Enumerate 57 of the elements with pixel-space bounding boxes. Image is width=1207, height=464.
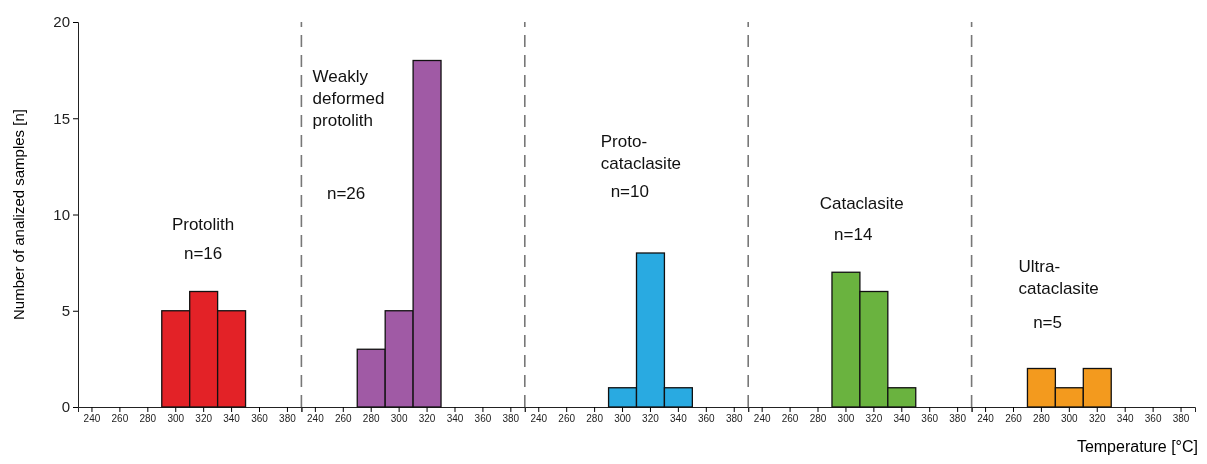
x-tick-label: 240 <box>753 413 771 425</box>
x-tick-label: 280 <box>362 413 380 425</box>
x-tick-label: 340 <box>670 413 688 425</box>
x-tick-label: 240 <box>83 413 101 425</box>
x-tick-label: 240 <box>530 413 548 425</box>
annotation: n=5 <box>1033 313 1062 333</box>
x-tick-label: 240 <box>977 413 995 425</box>
y-tick-label: 20 <box>53 13 70 31</box>
annotation: n=14 <box>834 224 873 244</box>
x-tick-label: 380 <box>725 413 744 425</box>
x-tick-label: 260 <box>558 413 576 425</box>
x-tick-label: 380 <box>279 413 297 425</box>
x-tick-label: 320 <box>418 413 436 425</box>
y-axis-title: Number of analized samples [n] <box>10 109 27 320</box>
x-tick-label: 380 <box>1172 413 1190 425</box>
y-tick-label: 10 <box>53 205 70 223</box>
y-tick-label: 5 <box>61 302 70 320</box>
annotation: Weakly deformed protolith <box>312 66 385 130</box>
x-tick-label: 280 <box>1033 413 1051 425</box>
x-axis-title: Temperature [°C] <box>1076 438 1198 455</box>
x-tick-label: 360 <box>921 413 939 425</box>
x-tick-label: 360 <box>697 413 716 425</box>
x-tick-label: 320 <box>195 413 213 425</box>
x-tick-label: 300 <box>167 413 185 425</box>
x-tick-label: 340 <box>893 413 911 425</box>
x-tick-label: 300 <box>837 413 855 425</box>
x-tick-label: 320 <box>865 413 883 425</box>
annotation: Ultra- cataclasite <box>1018 257 1099 299</box>
annotation: Cataclasite <box>819 193 904 213</box>
x-tick-label: 260 <box>781 413 799 425</box>
x-tick-label: 280 <box>139 413 157 425</box>
x-tick-label: 260 <box>1005 413 1023 425</box>
annotation: Proto- cataclasite <box>600 132 682 174</box>
x-tick-label: 280 <box>809 413 827 425</box>
x-tick-label: 340 <box>223 413 241 425</box>
x-tick-label: 340 <box>1116 413 1134 425</box>
annotation: Protolith <box>171 214 235 234</box>
x-tick-label: 360 <box>251 413 269 425</box>
x-tick-label: 340 <box>446 413 464 425</box>
x-tick-label: 380 <box>949 413 967 425</box>
x-tick-label: 280 <box>586 413 604 425</box>
x-tick-label: 260 <box>334 413 353 425</box>
x-tick-label: 300 <box>614 413 632 425</box>
annotation: n=26 <box>326 184 366 204</box>
x-tick-label: 240 <box>307 413 325 425</box>
x-tick-label: 300 <box>390 413 408 425</box>
x-tick-label: 320 <box>642 413 660 425</box>
x-tick-label: 260 <box>111 413 129 425</box>
x-tick-label: 360 <box>1144 413 1162 425</box>
annotation: n=10 <box>610 182 649 202</box>
x-tick-label: 320 <box>1088 413 1107 425</box>
y-tick-label: 15 <box>53 109 70 127</box>
y-tick-label: 0 <box>61 398 70 416</box>
x-tick-label: 360 <box>474 413 492 425</box>
x-tick-label: 300 <box>1060 413 1079 425</box>
annotation: n=16 <box>183 243 223 263</box>
x-tick-label: 380 <box>502 413 520 425</box>
